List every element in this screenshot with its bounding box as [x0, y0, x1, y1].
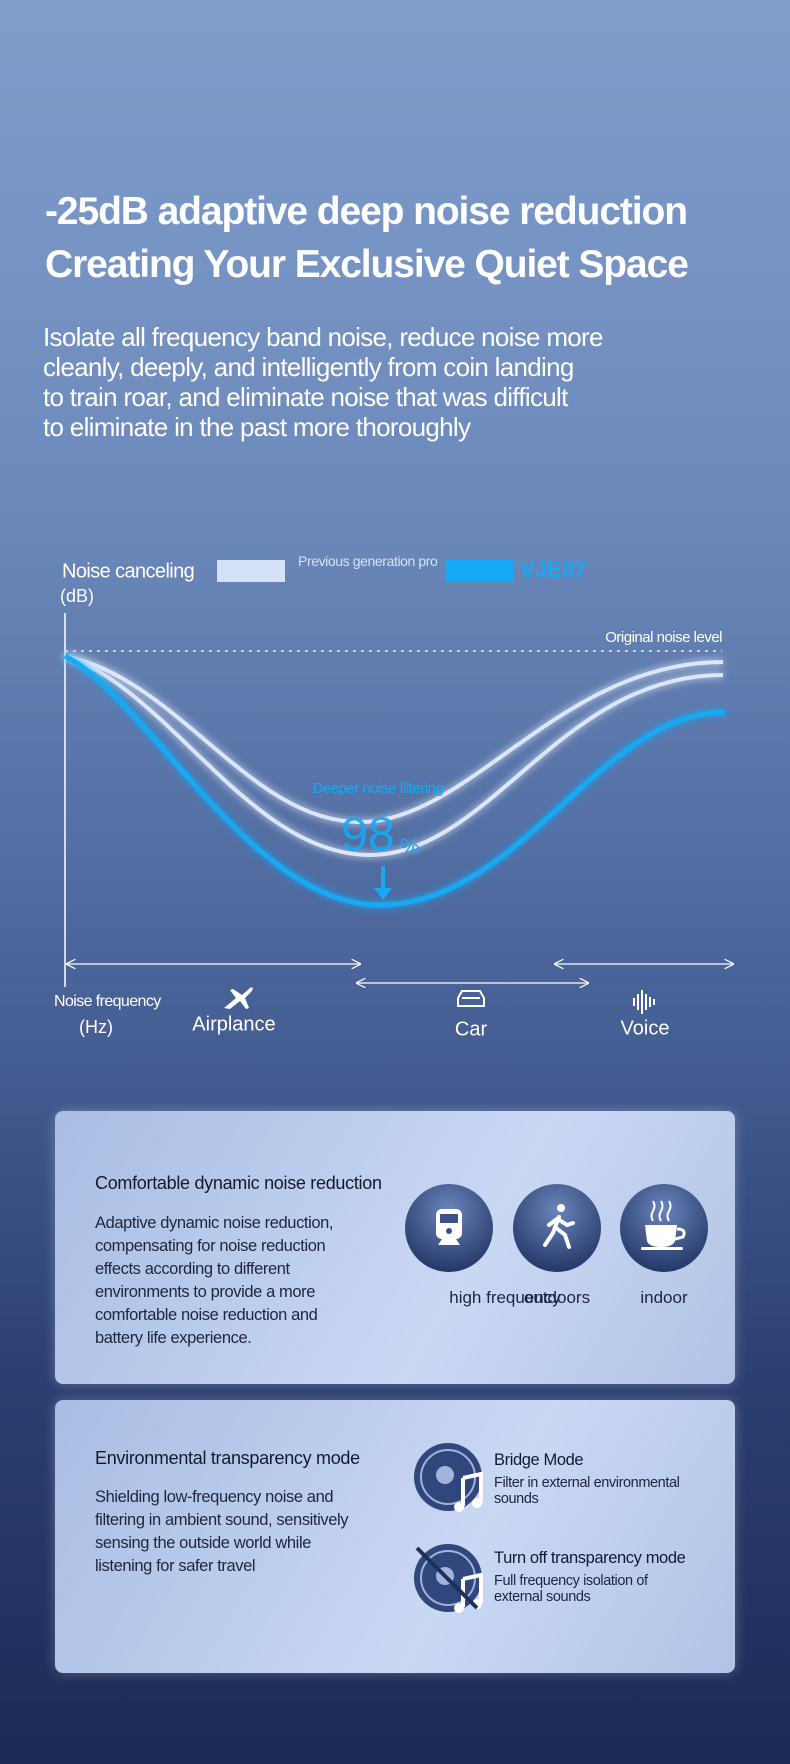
title-line: -25dB adaptive deep noise reduction [45, 190, 688, 233]
noise-chart: Noise canceling (dB) Previous generation… [54, 554, 790, 1040]
transparency-icons [414, 1443, 483, 1613]
airplane-icon [224, 987, 253, 1009]
card-text: filtering in ambient sound, sensitively [95, 1511, 349, 1529]
mode-description: Filter in external environmental sounds [494, 1475, 680, 1507]
description-line: to train roar, and eliminate noise that … [43, 382, 568, 412]
card-text: environments to provide a more [95, 1283, 316, 1301]
x-axis-label: Noise frequency [54, 993, 161, 1010]
reference-label: Original noise level [605, 629, 722, 646]
legend-current: VJE87 [520, 557, 586, 582]
highlight-number: 98 [341, 809, 394, 862]
legend-swatch-current [445, 560, 513, 582]
mode-label: indoor [640, 1288, 688, 1307]
curve-current [63, 653, 726, 908]
cup-icon [641, 1200, 686, 1250]
voice-icon [633, 990, 655, 1014]
legend-previous: Previous generation product [298, 554, 438, 569]
card-text: effects according to different [95, 1260, 290, 1278]
disc-icon [414, 1443, 483, 1512]
highlight-unit: % [400, 834, 420, 859]
y-axis-unit: (dB) [60, 586, 94, 606]
walker-icon [543, 1204, 575, 1249]
mode-name: Turn off transparency mode [494, 1549, 686, 1567]
card-text: sensing the outside world while [95, 1534, 311, 1552]
mode-icons [405, 1184, 708, 1272]
mode-label: outdoors [523, 1288, 591, 1307]
range-label: Voice [621, 1017, 670, 1039]
annotation: Deeper noise filtering [313, 780, 444, 797]
x-axis-unit: (Hz) [79, 1017, 113, 1037]
curve-previous [64, 654, 724, 858]
card-text: comfortable noise reduction and [95, 1306, 318, 1324]
card-text: Shielding low-frequency noise and [95, 1488, 334, 1506]
card-text: listening for safer travel [95, 1557, 256, 1575]
car-icon [457, 990, 485, 1007]
range-label: Car [455, 1018, 488, 1040]
curve-previous [64, 654, 724, 825]
arrow-head [374, 888, 392, 900]
description-line: cleanly, deeply, and intelligently from … [43, 352, 574, 382]
card: Environmental transparency mode Shieldin… [55, 1400, 735, 1673]
card-text: compensating for noise reduction [95, 1237, 326, 1255]
card: Comfortable dynamic noise reduction Adap… [55, 1111, 735, 1384]
range-label: Airplance [192, 1013, 275, 1035]
train-icon [436, 1209, 462, 1245]
y-axis-label: Noise canceling [62, 560, 194, 582]
legend-swatch-previous [217, 560, 285, 582]
card-title: Comfortable dynamic noise reduction [95, 1173, 382, 1193]
legend-previous-text: Previous generation product [298, 554, 438, 569]
title-line: Creating Your Exclusive Quiet Space [45, 243, 689, 286]
card-title: Environmental transparency mode [95, 1448, 360, 1468]
mode-name: Bridge Mode [494, 1451, 584, 1469]
mode-label: high frequency [449, 1288, 561, 1307]
card-text: Adaptive dynamic noise reduction, [95, 1214, 334, 1232]
description-line: Isolate all frequency band noise, reduce… [43, 322, 603, 352]
description-line: to eliminate in the past more thoroughly [43, 412, 471, 442]
disc-off-icon [414, 1544, 483, 1613]
card-text: battery life experience. [95, 1329, 252, 1347]
mode-description: Full frequency isolation of external sou… [494, 1573, 648, 1605]
